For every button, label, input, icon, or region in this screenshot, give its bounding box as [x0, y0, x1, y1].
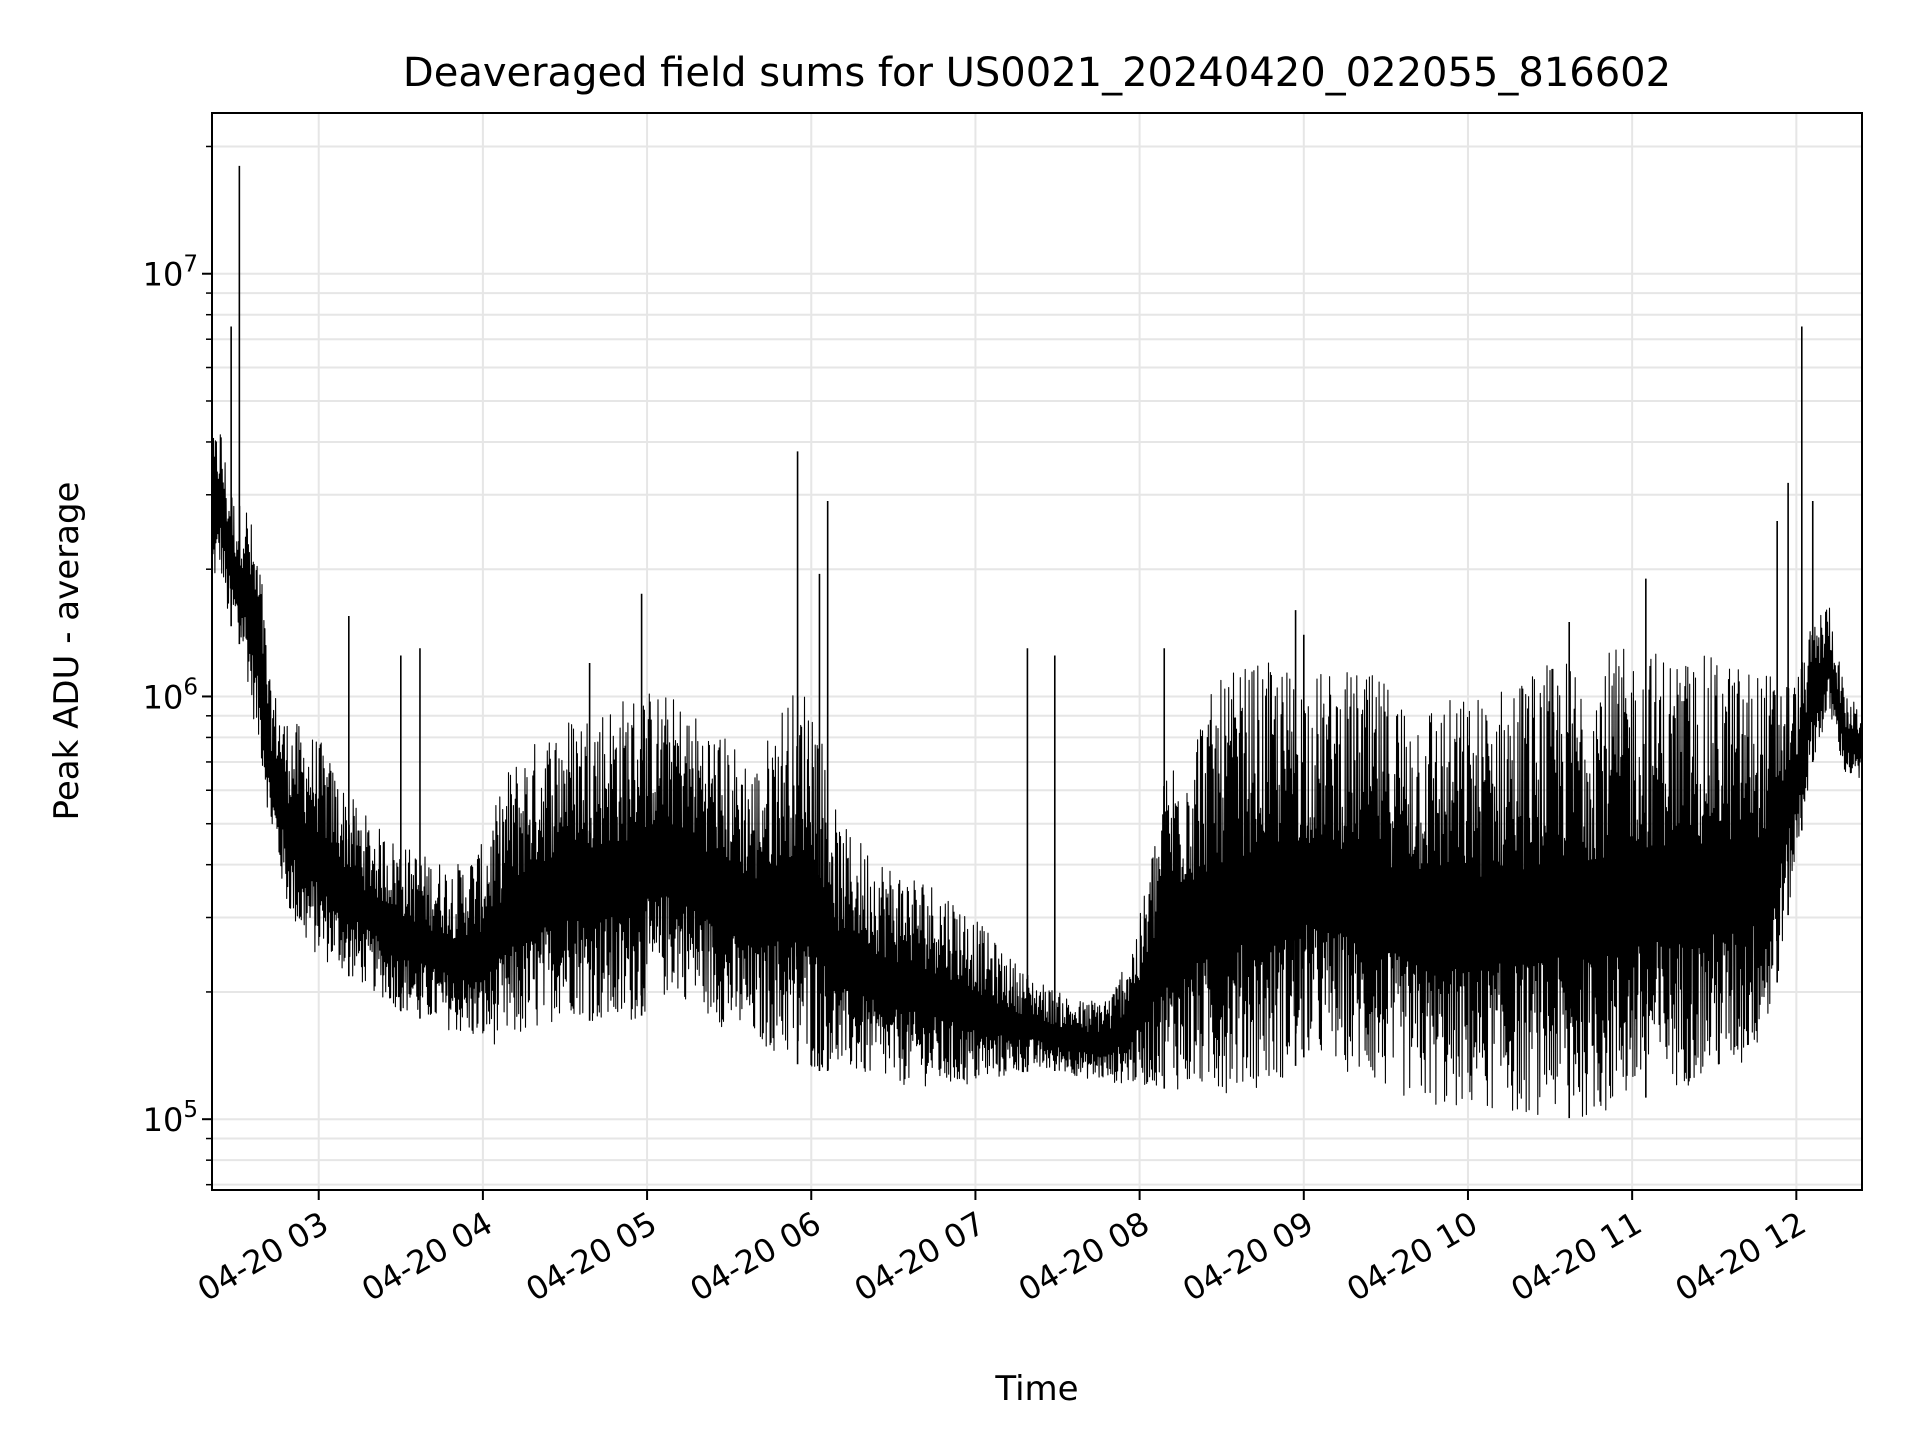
series-path: [211, 434, 1863, 1117]
grid: [212, 113, 1862, 1190]
y-axis: 105 106 107: [143, 145, 212, 1186]
y-tick-label: 106: [143, 674, 198, 716]
y-tick-label: 105: [143, 1097, 198, 1139]
plot-frame: [211, 112, 1863, 1191]
x-axis-label: Time: [994, 1369, 1078, 1409]
y-tick-label: 107: [143, 252, 198, 294]
chart-title: Deaveraged field sums for US0021_2024042…: [403, 50, 1671, 96]
series-line: [211, 165, 1863, 1119]
y-axis-label: Peak ADU - average: [47, 482, 87, 821]
